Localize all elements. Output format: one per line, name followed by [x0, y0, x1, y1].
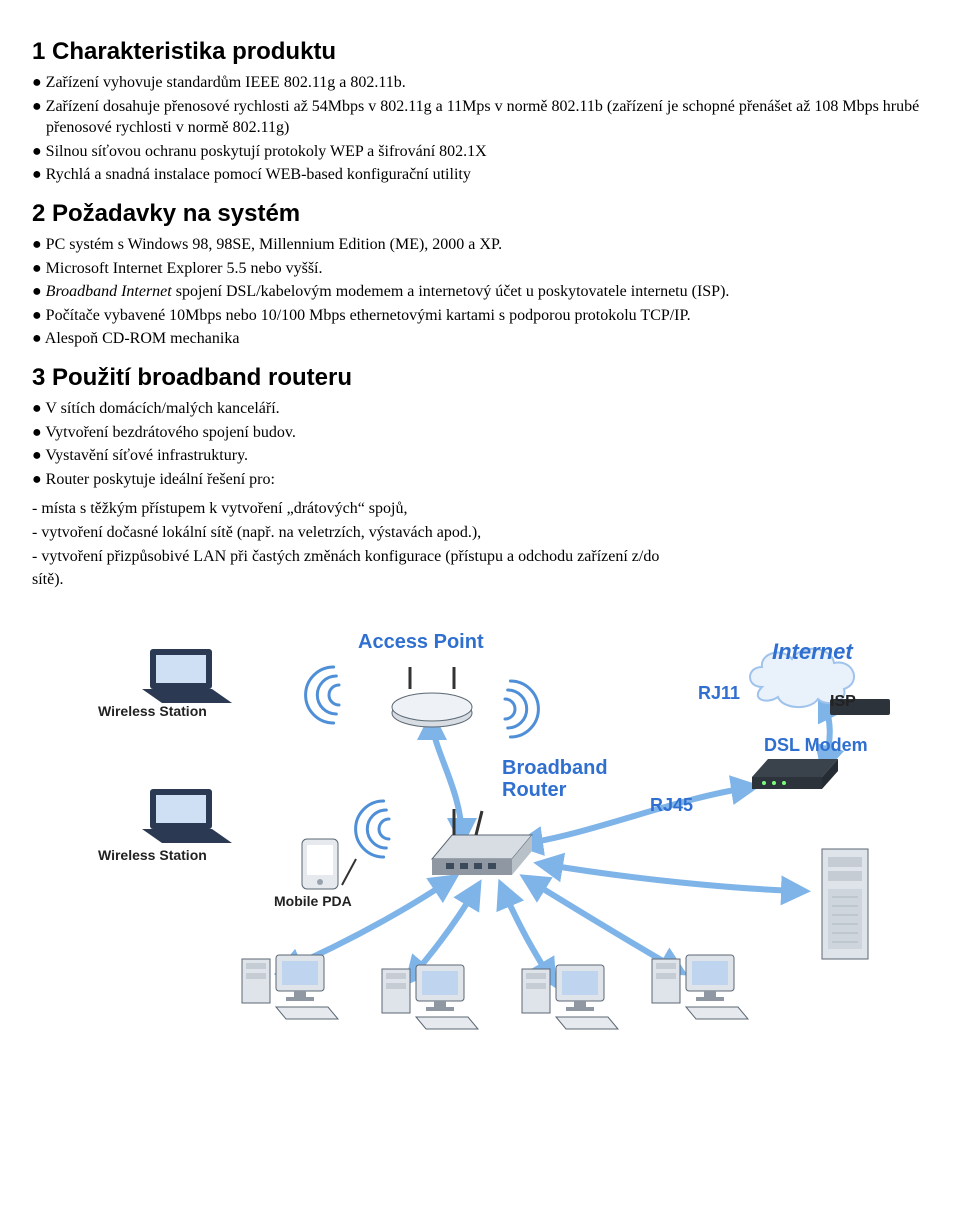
list-item-tail: spojení DSL/kabelovým modemem a internet… — [172, 283, 730, 300]
section-3-dashes: - místa s těžkým přístupem k vytvoření „… — [32, 498, 928, 590]
list-item: Broadband Internet spojení DSL/kabelovým… — [32, 281, 928, 303]
dash-item: - vytvoření dočasné lokální sítě (např. … — [32, 522, 928, 544]
dash-item: - místa s těžkým přístupem k vytvoření „… — [32, 498, 928, 520]
list-item: Alespoň CD-ROM mechanika — [32, 328, 928, 350]
dash-item-tail: sítě). — [32, 569, 928, 591]
section-2-list: PC systém s Windows 98, 98SE, Millennium… — [32, 234, 928, 350]
section-1-title: 1 Charakteristika produktu — [32, 38, 928, 66]
dash-item: - vytvoření přizpůsobivé LAN při častých… — [32, 546, 928, 568]
list-item: Zařízení dosahuje přenosové rychlosti až… — [32, 96, 928, 139]
label-broadband-1: Broadband — [502, 757, 608, 780]
label-wireless-1: Wireless Station — [98, 703, 207, 719]
list-item: Počítače vybavené 10Mbps nebo 10/100 Mbp… — [32, 305, 928, 327]
label-mobile-pda: Mobile PDA — [274, 893, 352, 909]
list-item: V sítích domácích/malých kanceláří. — [32, 398, 928, 420]
label-wireless-2: Wireless Station — [98, 847, 207, 863]
list-item: Microsoft Internet Explorer 5.5 nebo vyš… — [32, 258, 928, 280]
list-item: Vystavění síťové infrastruktury. — [32, 445, 928, 467]
list-item: Silnou síťovou ochranu poskytují protoko… — [32, 141, 928, 163]
section-3-list: V sítích domácích/malých kanceláří. Vytv… — [32, 398, 928, 490]
list-item: Zařízení vyhovuje standardům IEEE 802.11… — [32, 72, 928, 94]
network-diagram: Access Point Internet RJ11 ISP DSL Modem… — [32, 619, 928, 1039]
diagram-svg — [32, 619, 928, 1039]
list-item: Rychlá a snadná instalace pomocí WEB-bas… — [32, 164, 928, 186]
label-internet: Internet — [772, 639, 853, 665]
italic-prefix: Broadband Internet — [46, 283, 172, 300]
section-1-list: Zařízení vyhovuje standardům IEEE 802.11… — [32, 72, 928, 186]
label-dsl-modem: DSL Modem — [764, 735, 868, 756]
section-2-title: 2 Požadavky na systém — [32, 200, 928, 228]
label-rj11: RJ11 — [698, 683, 740, 704]
section-3-title: 3 Použití broadband routeru — [32, 364, 928, 392]
label-rj45: RJ45 — [650, 795, 693, 816]
list-item: PC systém s Windows 98, 98SE, Millennium… — [32, 234, 928, 256]
list-item: Vytvoření bezdrátového spojení budov. — [32, 422, 928, 444]
label-access-point: Access Point — [358, 631, 484, 654]
label-isp: ISP — [830, 693, 856, 711]
list-item: Router poskytuje ideální řešení pro: — [32, 469, 928, 491]
label-broadband-2: Router — [502, 779, 566, 802]
